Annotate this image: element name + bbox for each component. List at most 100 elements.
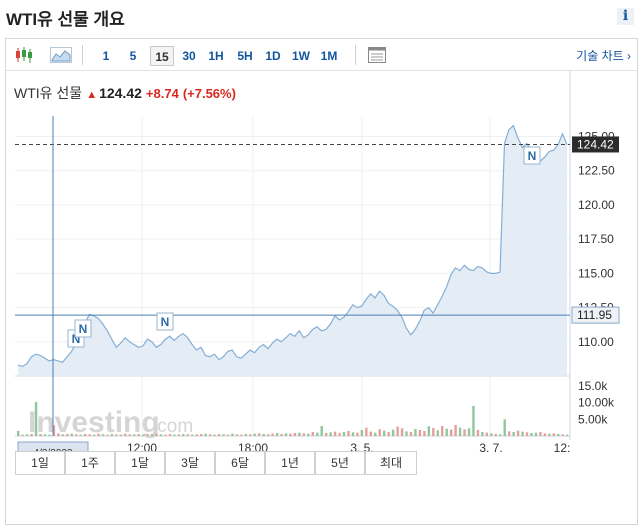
volume-bar bbox=[101, 434, 105, 436]
chart-frame: 1 5 15 30 1H 5H 1D 1W 1M 기술 차트 › WTI유 선물 ▲ 124.42 +… bbox=[5, 38, 638, 525]
timeframe-5H[interactable]: 5H bbox=[237, 49, 253, 63]
volume-bar bbox=[481, 432, 484, 436]
volume-bar bbox=[490, 433, 493, 436]
range-button-2[interactable]: 1주 bbox=[65, 451, 115, 475]
range-button-1[interactable]: 1일 bbox=[15, 451, 65, 475]
volume-bar bbox=[396, 426, 399, 436]
timeframe-15[interactable]: 15 bbox=[150, 46, 174, 66]
x-tick-label: 12: bbox=[554, 441, 571, 455]
volume-bar bbox=[226, 434, 230, 436]
volume-bar bbox=[539, 432, 542, 436]
table-icon[interactable] bbox=[367, 45, 387, 65]
volume-tick-label: 5.00k bbox=[578, 412, 608, 426]
volume-bar bbox=[436, 430, 439, 436]
volume-bar bbox=[387, 432, 390, 436]
volume-bar bbox=[75, 434, 78, 436]
timeframe-30[interactable]: 30 bbox=[182, 49, 196, 63]
volume-bar bbox=[494, 434, 497, 436]
timeframe-1D[interactable]: 1D bbox=[265, 49, 281, 63]
volume-bar bbox=[57, 433, 60, 436]
volume-bar bbox=[83, 434, 87, 436]
volume-bar bbox=[351, 432, 355, 436]
timeframe-1M[interactable]: 1M bbox=[320, 49, 338, 63]
info-icon[interactable]: i bbox=[617, 8, 634, 25]
volume-bar bbox=[164, 434, 167, 436]
price-tick-label: 110.00 bbox=[578, 335, 614, 349]
volume-bar bbox=[463, 429, 466, 436]
volume-bar bbox=[182, 434, 185, 436]
volume-bar bbox=[423, 431, 426, 436]
candlestick-icon[interactable] bbox=[14, 45, 34, 65]
volume-bar bbox=[324, 433, 328, 436]
volume-bar bbox=[507, 431, 511, 436]
instrument-name: WTI유 선물 bbox=[14, 85, 83, 101]
volume-bar bbox=[454, 425, 457, 436]
volume-bar bbox=[48, 434, 51, 436]
volume-bar bbox=[365, 427, 368, 436]
volume-bar bbox=[208, 434, 212, 436]
volume-bar bbox=[244, 434, 248, 436]
volume-bar bbox=[146, 434, 149, 436]
volume-bar bbox=[543, 433, 547, 436]
volume-bar bbox=[159, 434, 163, 436]
volume-bar bbox=[360, 430, 364, 436]
volume-bar bbox=[235, 434, 239, 436]
volume-bar bbox=[391, 429, 395, 436]
volume-tick-label: 10.00k bbox=[578, 396, 615, 410]
volume-bar bbox=[119, 434, 123, 436]
volume-bar bbox=[378, 429, 381, 436]
volume-bar bbox=[231, 433, 234, 436]
range-button-4[interactable]: 3달 bbox=[165, 451, 215, 475]
volume-bar bbox=[128, 434, 131, 436]
volume-bar bbox=[485, 432, 489, 436]
timeframe-1W[interactable]: 1W bbox=[292, 49, 310, 63]
volume-bar bbox=[320, 426, 323, 436]
volume-bar bbox=[240, 434, 243, 436]
volume-tick-label: 15.0k bbox=[578, 379, 608, 393]
volume-bar bbox=[106, 434, 109, 436]
volume-bar bbox=[566, 434, 569, 436]
technical-chart-link[interactable]: 기술 차트 › bbox=[576, 49, 631, 63]
volume-bar bbox=[200, 434, 203, 436]
price-change-percent: (+7.56%) bbox=[182, 86, 236, 101]
range-button-3[interactable]: 1달 bbox=[115, 451, 165, 475]
timeframe-1[interactable]: 1 bbox=[102, 49, 110, 63]
news-marker-label: N bbox=[161, 315, 170, 329]
volume-bar bbox=[155, 433, 158, 436]
volume-bar bbox=[186, 434, 190, 436]
volume-bar bbox=[289, 433, 292, 436]
range-button-6[interactable]: 1년 bbox=[265, 451, 315, 475]
watermark-brand: Investing bbox=[28, 406, 160, 439]
volume-bar bbox=[552, 433, 556, 436]
price-tick-label: 122.50 bbox=[578, 164, 615, 178]
chart-toolbar: 1 5 15 30 1H 5H 1D 1W 1M 기술 차트 › bbox=[6, 39, 637, 71]
volume-bar bbox=[52, 425, 56, 436]
price-line bbox=[17, 124, 568, 368]
area-chart-icon[interactable] bbox=[50, 45, 72, 65]
volume-bar bbox=[409, 432, 413, 436]
timeframe-5[interactable]: 5 bbox=[129, 49, 137, 63]
last-price: 124.42 bbox=[99, 85, 142, 101]
volume-bar bbox=[476, 430, 480, 436]
news-marker bbox=[523, 146, 541, 165]
volume-bar bbox=[521, 431, 524, 436]
volume-bar bbox=[302, 433, 306, 436]
volume-bar bbox=[204, 433, 207, 436]
range-button-8[interactable]: 최대 bbox=[365, 451, 417, 475]
up-arrow-icon: ▲ bbox=[86, 89, 98, 101]
volume-bar bbox=[173, 434, 176, 436]
timeframe-1H[interactable]: 1H bbox=[208, 49, 224, 63]
volume-bar bbox=[472, 406, 475, 436]
volume-bar bbox=[441, 426, 444, 436]
last-price-badge bbox=[572, 136, 619, 153]
volume-bar bbox=[525, 432, 529, 436]
volume-bar bbox=[253, 433, 256, 436]
volume-bar bbox=[342, 432, 346, 436]
volume-bar bbox=[418, 430, 422, 436]
volume-bar bbox=[168, 434, 172, 436]
volume-bar bbox=[458, 427, 462, 436]
range-button-5[interactable]: 6달 bbox=[215, 451, 265, 475]
range-button-7[interactable]: 5년 bbox=[315, 451, 365, 475]
volume-bar bbox=[548, 433, 551, 436]
x-tick-label: 3. 7. bbox=[479, 441, 502, 455]
